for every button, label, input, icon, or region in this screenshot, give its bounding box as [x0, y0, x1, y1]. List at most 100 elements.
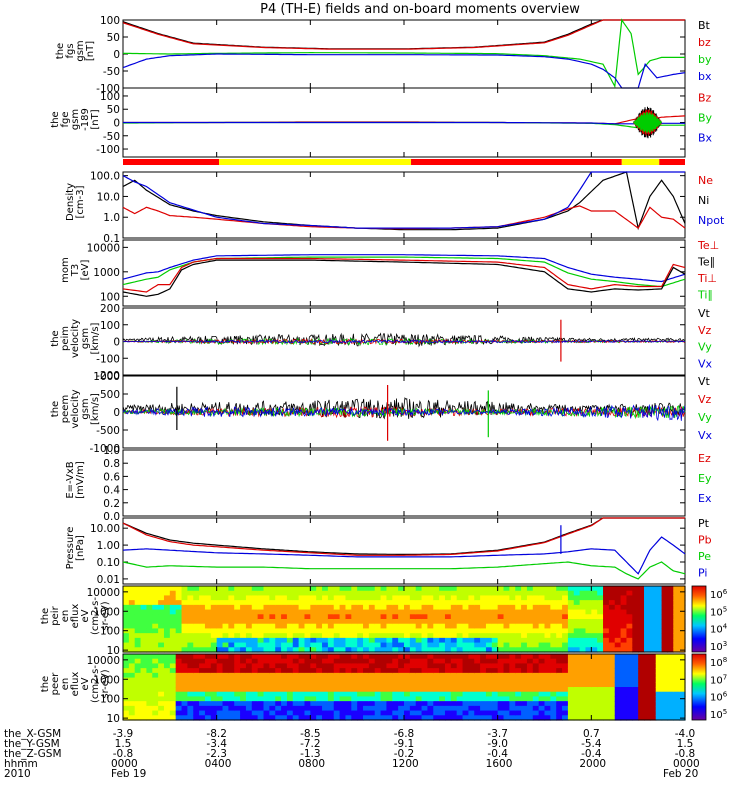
- ephemeris-value: -0.4: [581, 748, 602, 760]
- spectrogram-cell: [368, 668, 376, 674]
- spectrogram-cell: [228, 682, 235, 688]
- spectrogram-cell: [515, 663, 522, 669]
- spectrogram-cell: [614, 595, 622, 601]
- spectrogram-cell: [614, 623, 622, 630]
- spectrogram-cell: [503, 623, 510, 630]
- spectrogram-cell: [392, 590, 399, 597]
- spectrogram-cell: [462, 637, 469, 644]
- spectrogram-cell: [450, 590, 458, 597]
- spectrogram-cell: [228, 687, 235, 693]
- spectrogram-cell: [240, 691, 247, 698]
- spectrogram-cell: [585, 677, 592, 683]
- spectrogram-cell: [128, 609, 136, 615]
- spectrogram-cell: [567, 642, 575, 648]
- spectrogram-cell: [608, 628, 616, 634]
- spectrogram-cell: [398, 677, 405, 683]
- spectrogram-cell: [292, 614, 300, 620]
- spectrogram-cell: [251, 609, 259, 615]
- spectrogram-cell: [515, 691, 522, 698]
- spectrogram-cell: [134, 600, 142, 606]
- spectrogram-cell: [538, 642, 546, 648]
- spectrogram-cell: [204, 623, 212, 630]
- spectrogram-cell: [210, 663, 218, 669]
- spectrogram-cell: [585, 637, 592, 644]
- spectrogram-cell: [234, 628, 241, 634]
- spectrogram-cell: [667, 637, 674, 644]
- spectrogram-cell: [532, 696, 540, 702]
- spectrogram-cell: [398, 701, 405, 707]
- spectrogram-cell: [515, 623, 522, 630]
- spectrogram-cell: [567, 647, 575, 653]
- spectrogram-cell: [240, 604, 247, 611]
- spectrogram-cell: [673, 654, 680, 660]
- spectrogram-cell: [450, 682, 458, 688]
- spectrogram-cell: [679, 633, 686, 639]
- spectrogram-cell: [128, 642, 136, 648]
- spectrogram-cell: [620, 586, 628, 592]
- spectrogram-cell: [409, 705, 417, 712]
- spectrogram-cell: [450, 696, 458, 702]
- spectrogram-cell: [245, 647, 253, 653]
- spectrogram-cell: [199, 672, 206, 679]
- spectrogram-cell: [462, 623, 469, 630]
- spectrogram-cell: [597, 604, 604, 611]
- spectrogram-cell: [444, 595, 452, 601]
- colorbar-tick-exponent: 7: [723, 673, 727, 681]
- spectrogram-cell: [450, 705, 458, 712]
- spectrogram-cell: [222, 710, 229, 716]
- spectrogram-cell: [363, 672, 370, 679]
- spectrogram-cell: [480, 623, 487, 630]
- spectrogram-cell: [339, 619, 347, 625]
- spectrogram-cell: [222, 663, 229, 669]
- spectrogram-cell: [380, 710, 388, 716]
- spectrogram-cell: [187, 623, 194, 630]
- legend-label: Npot: [698, 214, 725, 227]
- spectrogram-cell: [526, 710, 534, 716]
- spectrogram-cell: [158, 705, 165, 712]
- spectrogram-cell: [245, 642, 253, 648]
- spectrogram-cell: [538, 647, 546, 653]
- spectrogram-cell: [620, 623, 628, 630]
- y-axis-label: peer: [50, 672, 61, 696]
- spectrogram-cell: [216, 595, 224, 601]
- spectrogram-cell: [573, 647, 581, 653]
- spectrogram-cell: [585, 658, 592, 665]
- ephemeris-row-label: the_Y-GSM: [4, 738, 60, 750]
- colorbar-tick-exponent: 5: [723, 708, 727, 716]
- spectrogram-cell: [263, 687, 270, 693]
- y-axis-label: [km/s]: [90, 393, 101, 425]
- spectrogram-cell: [638, 623, 645, 630]
- spectrogram-cell: [585, 614, 592, 620]
- spectrogram-cell: [480, 691, 487, 698]
- spectrogram-cell: [392, 642, 399, 648]
- spectrogram-cell: [175, 682, 183, 688]
- spectrogram-cell: [234, 668, 241, 674]
- spectrogram-cell: [339, 710, 347, 716]
- spectrogram-cell: [304, 663, 311, 669]
- spectrogram-cell: [175, 647, 183, 653]
- spectrogram-cell: [163, 654, 171, 660]
- spectrogram-cell: [234, 705, 241, 712]
- spectrogram-cell: [298, 696, 306, 702]
- spectrogram-cell: [444, 619, 452, 625]
- spectrogram-cell: [316, 705, 323, 712]
- spectrogram-cell: [193, 701, 200, 707]
- spectrogram-cell: [304, 628, 311, 634]
- spectrogram-cell: [193, 705, 200, 712]
- series-group: [123, 106, 686, 139]
- spectrogram-cell: [620, 609, 628, 615]
- spectrogram-cell: [573, 668, 581, 674]
- spectrogram-cell: [234, 642, 241, 648]
- spectrogram-cell: [450, 658, 458, 665]
- spectrogram-cell: [357, 687, 364, 693]
- spectrogram-cell: [398, 637, 405, 644]
- spectrogram-cell: [269, 623, 276, 630]
- spectrogram-cell: [427, 637, 434, 644]
- spectrogram-cell: [158, 604, 165, 611]
- spectrogram-cell: [538, 623, 546, 630]
- spectrogram-cell: [667, 623, 674, 630]
- spectrogram-cell: [363, 701, 370, 707]
- spectrogram-cell: [374, 633, 382, 639]
- spectrogram-cell: [251, 691, 259, 698]
